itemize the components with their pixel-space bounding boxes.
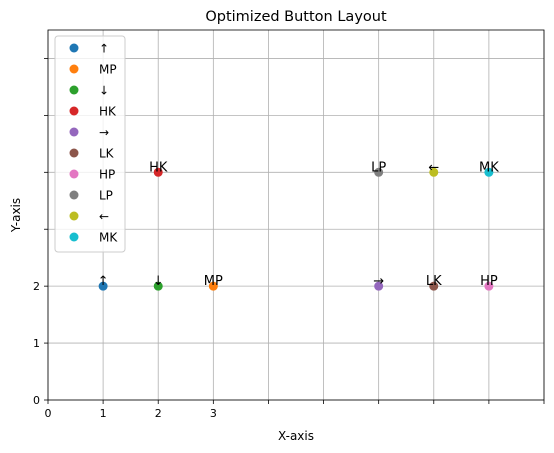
legend-label: HP (99, 168, 115, 182)
x-tick-label: 0 (45, 407, 52, 420)
plot-frame (47, 29, 545, 401)
point-label: ← (428, 160, 439, 175)
point-label: ↓ (153, 274, 164, 289)
legend: ↑ MP ↓ HK → LK HP LP ← MK (54, 35, 126, 253)
data-point (98, 281, 108, 291)
legend-label: MK (99, 231, 118, 245)
data-points (98, 167, 494, 291)
legend-label: HK (99, 105, 117, 119)
legend-marker (69, 148, 79, 158)
legend-label: MP (99, 63, 117, 77)
data-point (484, 167, 494, 177)
point-label: HP (480, 274, 498, 289)
point-label: LK (426, 274, 442, 289)
point-label: ↑ (98, 274, 109, 289)
point-label: MP (204, 274, 223, 289)
legend-label: ↓ (99, 84, 109, 98)
data-point (153, 167, 163, 177)
point-label: → (373, 274, 384, 289)
data-point (153, 281, 163, 291)
legend-label: ↑ (99, 42, 109, 56)
legend-label: LK (99, 147, 115, 161)
y-tick-label: 2 (33, 280, 40, 293)
x-tick-label: 1 (100, 407, 107, 420)
axis-ticks: 0 1 2 3 0 1 2 (33, 58, 545, 420)
legend-label: LP (99, 189, 113, 203)
legend-marker (69, 127, 79, 137)
legend-marker (69, 190, 79, 200)
x-axis-label: X-axis (278, 429, 314, 443)
data-point (484, 281, 494, 291)
legend-label: ← (99, 210, 109, 224)
legend-marker (69, 64, 79, 74)
y-tick-label: 0 (33, 394, 40, 407)
chart-title: Optimized Button Layout (205, 9, 387, 25)
x-tick-label: 3 (210, 407, 217, 420)
legend-label: → (99, 126, 109, 140)
x-tick-label: 2 (155, 407, 162, 420)
point-label: MK (479, 160, 499, 175)
data-point (429, 167, 439, 177)
legend-marker (69, 211, 79, 221)
data-point (374, 167, 384, 177)
y-tick-label: 1 (33, 337, 40, 350)
data-point (429, 281, 439, 291)
y-axis-label: Y-axis (9, 198, 23, 233)
legend-marker (69, 232, 79, 242)
legend-marker (69, 106, 79, 116)
data-point (208, 281, 218, 291)
legend-marker (69, 43, 79, 53)
point-labels: ↑ MP ↓ HK → LK HP LP ← MK (98, 160, 500, 289)
point-label: HK (149, 160, 168, 175)
point-label: LP (371, 160, 386, 175)
data-point (374, 281, 384, 291)
legend-marker (69, 169, 79, 179)
legend-marker (69, 85, 79, 95)
